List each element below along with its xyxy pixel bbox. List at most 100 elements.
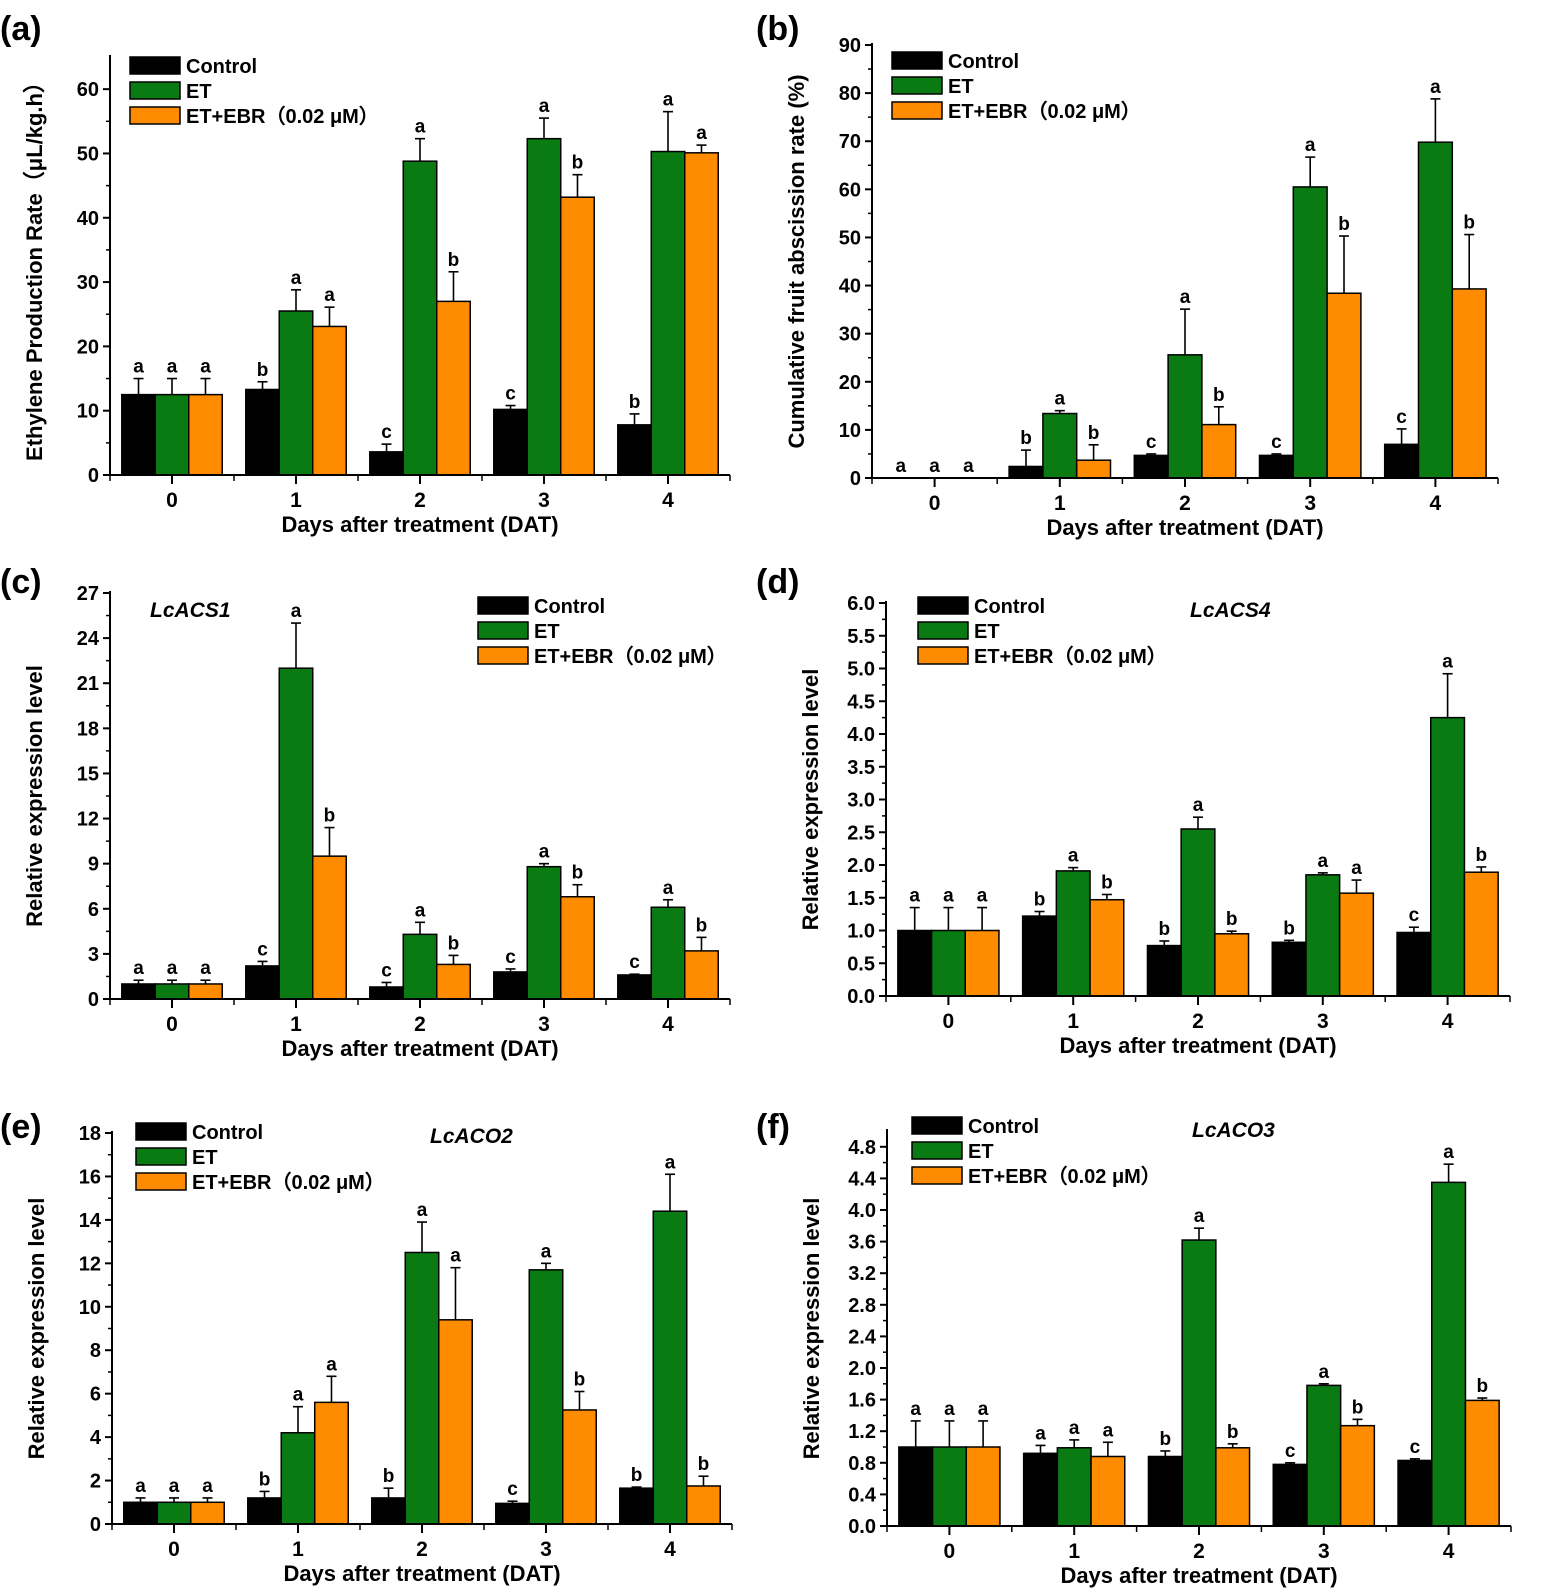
legend-label: ET (968, 1141, 994, 1163)
chart-panel-f: a a b c c a a a a a a a b b b 0.0 0.4 0.8 1.2 1.6 2.0 2.4 2.8 3… (756, 1108, 1512, 1588)
legend-swatch (911, 1116, 963, 1135)
bar (1180, 828, 1216, 997)
significance-letter: a (1305, 135, 1316, 156)
legend-swatch (911, 1141, 963, 1160)
bar (617, 424, 653, 476)
significance-letter: c (629, 952, 640, 973)
significance-letter: a (1055, 389, 1066, 410)
bar (1089, 898, 1125, 997)
significance-letter: a (291, 268, 302, 289)
bar (247, 1497, 283, 1525)
x-tick-label: 0 (166, 489, 178, 512)
y-tick-label: 20 (77, 336, 99, 358)
significance-letter: b (257, 360, 269, 381)
legend-swatch (477, 621, 529, 640)
y-tick-label: 2 (90, 1471, 101, 1493)
bar (1396, 931, 1432, 997)
significance-letter: b (1475, 845, 1487, 866)
legend-swatch (477, 596, 529, 615)
gene-label: LcACS1 (150, 599, 231, 622)
bar (1090, 1455, 1126, 1527)
significance-letter: c (1285, 1441, 1296, 1462)
y-tick-label: 0 (850, 468, 861, 490)
y-tick-label: 0 (90, 1514, 101, 1536)
significance-letter: b (1020, 428, 1032, 449)
legend-label: Control (534, 596, 605, 618)
y-tick-label: 18 (77, 718, 99, 740)
significance-letter: b (1159, 1429, 1171, 1450)
significance-letter: c (257, 939, 268, 960)
bar (493, 408, 529, 476)
legend-swatch (129, 56, 181, 75)
significance-letter: a (135, 1476, 146, 1497)
y-tick-label: 10 (77, 401, 99, 423)
y-axis-label: Relative expression level (22, 665, 47, 927)
significance-letter: b (631, 1465, 643, 1486)
legend-label: ET (534, 621, 560, 643)
x-tick-label: 4 (662, 489, 674, 512)
significance-letter: a (450, 1246, 461, 1267)
y-tick-label: 6.0 (847, 593, 875, 615)
legend-label: ET+EBR（0.02 μM） (948, 100, 1141, 123)
significance-letter: b (1227, 1422, 1239, 1443)
legend-label: Control (968, 1116, 1039, 1138)
panel-label: (c) (0, 563, 42, 601)
bar (1339, 1424, 1376, 1527)
bar (1201, 423, 1237, 479)
y-tick-label: 8 (90, 1340, 101, 1362)
significance-letter: b (448, 933, 460, 954)
y-tick-label: 50 (839, 227, 861, 249)
bar (1258, 454, 1295, 479)
bar (371, 1497, 407, 1525)
x-tick-label: 2 (1193, 1540, 1205, 1563)
y-tick-label: 21 (77, 673, 99, 695)
y-tick-label: 40 (77, 208, 99, 230)
bar (369, 451, 405, 476)
panel-label: (b) (756, 10, 799, 48)
bar (526, 865, 562, 1000)
legend-label: ET+EBR（0.02 μM） (968, 1165, 1161, 1188)
legend-label: ET+EBR（0.02 μM） (974, 645, 1167, 668)
legend-swatch (891, 51, 943, 70)
y-tick-label: 0 (88, 989, 99, 1011)
y-tick-label: 16 (79, 1166, 101, 1188)
significance-letter: a (943, 886, 954, 907)
legend-swatch (911, 1166, 963, 1185)
significance-letter: b (383, 1466, 395, 1487)
significance-letter: a (977, 886, 988, 907)
significance-letter: a (133, 357, 144, 378)
panel-label: (d) (756, 563, 799, 601)
significance-letter: a (1442, 652, 1453, 673)
x-tick-label: 4 (1442, 1010, 1454, 1033)
legend-label: ET (948, 76, 974, 98)
bar (561, 1409, 597, 1525)
bar (685, 1485, 721, 1525)
bar (650, 150, 686, 476)
significance-letter: a (293, 1385, 304, 1406)
significance-letter: a (417, 1200, 428, 1221)
bar (313, 1401, 349, 1525)
significance-letter: a (202, 1476, 213, 1497)
x-axis-label: Days after treatment (DAT) (1060, 1563, 1337, 1588)
bar (1305, 874, 1341, 997)
significance-letter: b (572, 153, 584, 174)
legend-swatch (891, 76, 943, 95)
bar (1181, 1239, 1217, 1527)
significance-letter: a (200, 958, 211, 979)
y-tick-label: 2.4 (848, 1326, 877, 1348)
bar (683, 950, 719, 1000)
bar (1021, 915, 1058, 997)
x-tick-label: 2 (1179, 492, 1191, 515)
y-tick-label: 5.0 (847, 659, 875, 681)
significance-letter: a (169, 1476, 180, 1497)
bar (1022, 1452, 1059, 1527)
x-tick-label: 0 (943, 1010, 955, 1033)
significance-letter: b (696, 915, 708, 936)
significance-letter: c (1410, 1437, 1421, 1458)
significance-letter: b (572, 863, 584, 884)
significance-letter: c (507, 1479, 518, 1500)
significance-letter: a (539, 96, 550, 117)
bar (1133, 454, 1169, 479)
